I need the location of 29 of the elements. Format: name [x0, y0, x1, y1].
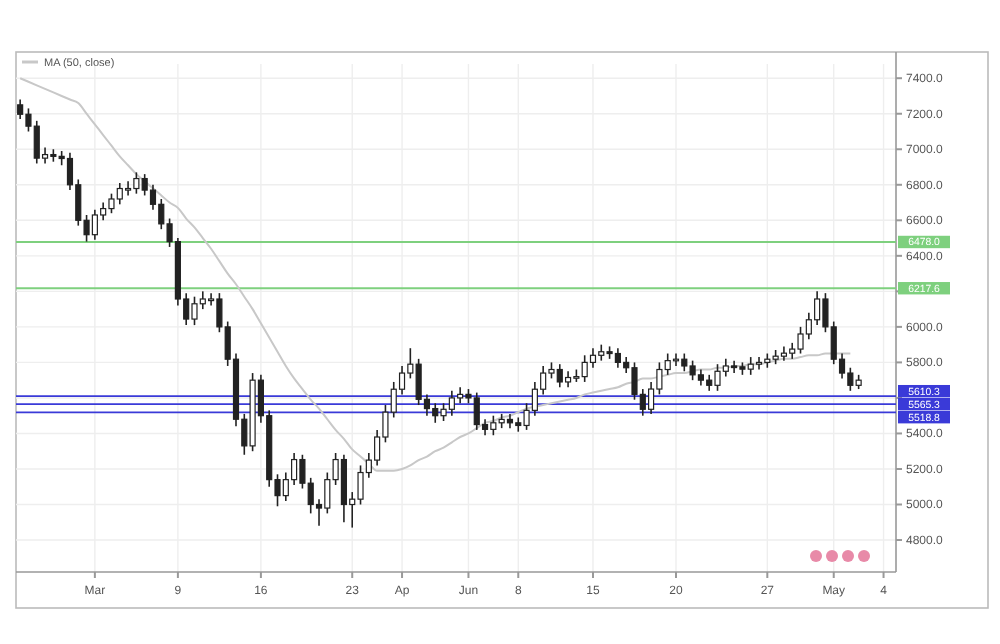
candlestick [556, 363, 563, 389]
candlestick [515, 416, 522, 433]
candlestick [614, 347, 621, 369]
candlestick [797, 326, 804, 355]
candlestick [689, 359, 696, 381]
candlestick [124, 180, 132, 197]
line-series [19, 77, 852, 472]
candlestick [108, 192, 115, 214]
candlestick [448, 390, 455, 417]
candlestick [33, 120, 40, 165]
candlestick [17, 98, 24, 120]
candlestick [191, 295, 198, 326]
candlestick [357, 464, 364, 506]
candlestick [340, 453, 348, 524]
candlestick [714, 363, 721, 392]
candlestick [847, 366, 854, 392]
candlestick [473, 391, 480, 431]
candlestick [141, 173, 148, 197]
candlestick [731, 359, 738, 374]
candlestick [432, 402, 439, 424]
candlestick [780, 345, 788, 362]
candlestick [133, 171, 140, 195]
candlestick [581, 354, 588, 383]
candlestick [415, 358, 422, 406]
candlestick [490, 414, 497, 437]
candlestick [91, 208, 98, 241]
candlestick [589, 347, 597, 369]
candlestick [116, 182, 123, 206]
candlestick [755, 356, 763, 371]
